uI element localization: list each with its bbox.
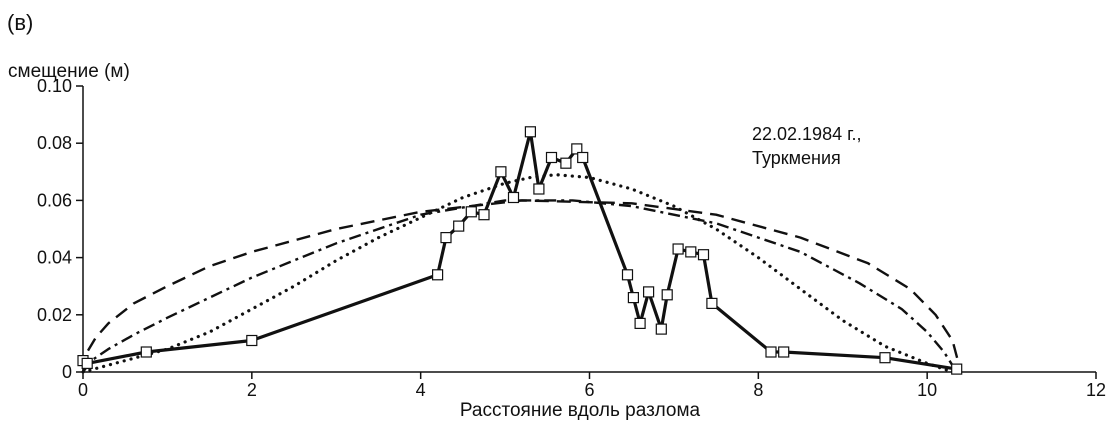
data-point-marker (453, 220, 465, 232)
x-tick-label: 6 (584, 380, 594, 400)
x-tick-label: 2 (247, 380, 257, 400)
y-tick-label: 0.06 (37, 190, 72, 210)
data-point-marker (661, 289, 673, 301)
series-dash-dot-line (82, 199, 958, 373)
x-tick-label: 8 (753, 380, 763, 400)
data-point-marker (577, 151, 589, 164)
data-point-marker (706, 297, 718, 309)
data-point-marker (634, 317, 646, 329)
annotation-date: 22.02.1984 г., (752, 124, 861, 144)
data-point-marker (246, 334, 258, 347)
data-point-marker (465, 206, 477, 218)
x-tick-label: 10 (917, 380, 937, 400)
y-tick-label: 0 (62, 362, 72, 382)
series-dotted-line (81, 173, 955, 374)
data-point-marker (571, 143, 583, 155)
data-point-marker (951, 363, 963, 375)
data-point-marker (140, 346, 152, 358)
data-point-marker (560, 157, 572, 169)
data-point-marker (685, 246, 697, 258)
data-point-marker (81, 357, 93, 369)
data-point-marker (627, 292, 640, 304)
y-tick-label: 0.04 (37, 248, 72, 268)
data-point-marker (533, 183, 545, 195)
y-tick-label: 0.08 (37, 133, 72, 153)
x-tick-label: 12 (1086, 380, 1106, 400)
data-point-marker (879, 352, 891, 364)
data-point-marker (642, 286, 655, 298)
y-tick-label: 0.10 (37, 76, 72, 96)
data-markers (77, 126, 963, 375)
panel-label: (в) (7, 10, 33, 35)
data-point-marker (655, 323, 667, 335)
y-axis-label: смещение (м) (8, 61, 130, 82)
data-point-marker (778, 346, 790, 358)
data-point-marker (697, 249, 710, 261)
series-dashed-line (81, 199, 963, 373)
data-point-marker (672, 243, 684, 255)
data-point-marker (621, 269, 634, 281)
x-tick-label: 4 (416, 380, 426, 400)
axis-ticks: 0 2 4 6 8 10 12 0 0.02 0.04 0.06 0.08 0.10 (37, 76, 1106, 400)
data-point-marker (432, 269, 444, 281)
data-point-marker (507, 191, 520, 204)
data-point-marker (524, 126, 537, 138)
x-tick-label: 0 (78, 380, 88, 400)
data-point-marker (495, 166, 507, 178)
annotation-region: Туркмения (752, 148, 841, 168)
x-axis-label: Расстояние вдоль разлома (460, 400, 701, 421)
data-point-marker (545, 151, 558, 164)
data-point-marker (440, 232, 452, 244)
y-tick-label: 0.02 (37, 305, 72, 325)
data-point-marker (478, 209, 490, 221)
data-point-marker (765, 346, 777, 358)
